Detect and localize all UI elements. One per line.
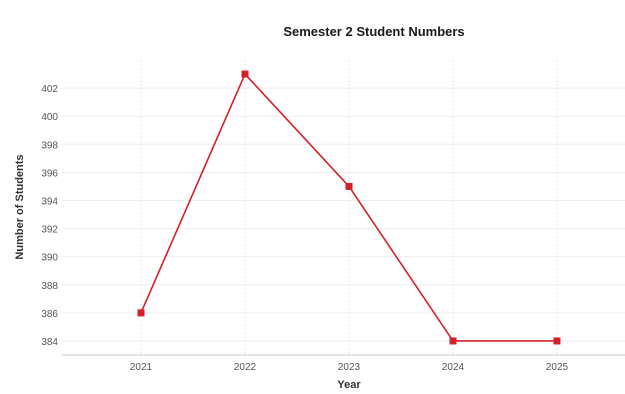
y-tick-label: 398 xyxy=(41,140,58,151)
y-tick-label: 388 xyxy=(41,281,58,292)
x-tick-labels: 2021 2022 2023 2024 2025 xyxy=(130,362,569,373)
grid xyxy=(62,60,625,355)
y-tick-label: 400 xyxy=(41,112,58,123)
y-tick-label: 402 xyxy=(41,84,58,95)
data-point-marker xyxy=(449,337,457,345)
series xyxy=(137,70,561,345)
y-tick-label: 394 xyxy=(41,196,58,207)
x-tick-label: 2021 xyxy=(130,362,153,373)
chart-title: Semester 2 Student Numbers xyxy=(283,24,464,39)
x-tick-label: 2023 xyxy=(338,362,361,373)
y-tick-label: 386 xyxy=(41,309,58,320)
y-tick-labels: 384 386 388 390 392 394 396 398 400 402 xyxy=(41,84,58,348)
y-tick-label: 392 xyxy=(41,225,58,236)
x-tick-label: 2024 xyxy=(442,362,465,373)
y-tick-label: 384 xyxy=(41,337,58,348)
x-axis-label: Year xyxy=(337,379,361,391)
x-tick-label: 2022 xyxy=(234,362,257,373)
data-point-marker xyxy=(241,70,249,78)
x-tick-label: 2025 xyxy=(546,362,569,373)
data-point-marker xyxy=(345,182,353,190)
data-point-marker xyxy=(137,309,145,317)
y-tick-label: 396 xyxy=(41,168,58,179)
y-axis-label: Number of Students xyxy=(14,154,26,259)
y-tick-label: 390 xyxy=(41,253,58,264)
data-point-marker xyxy=(553,337,561,345)
